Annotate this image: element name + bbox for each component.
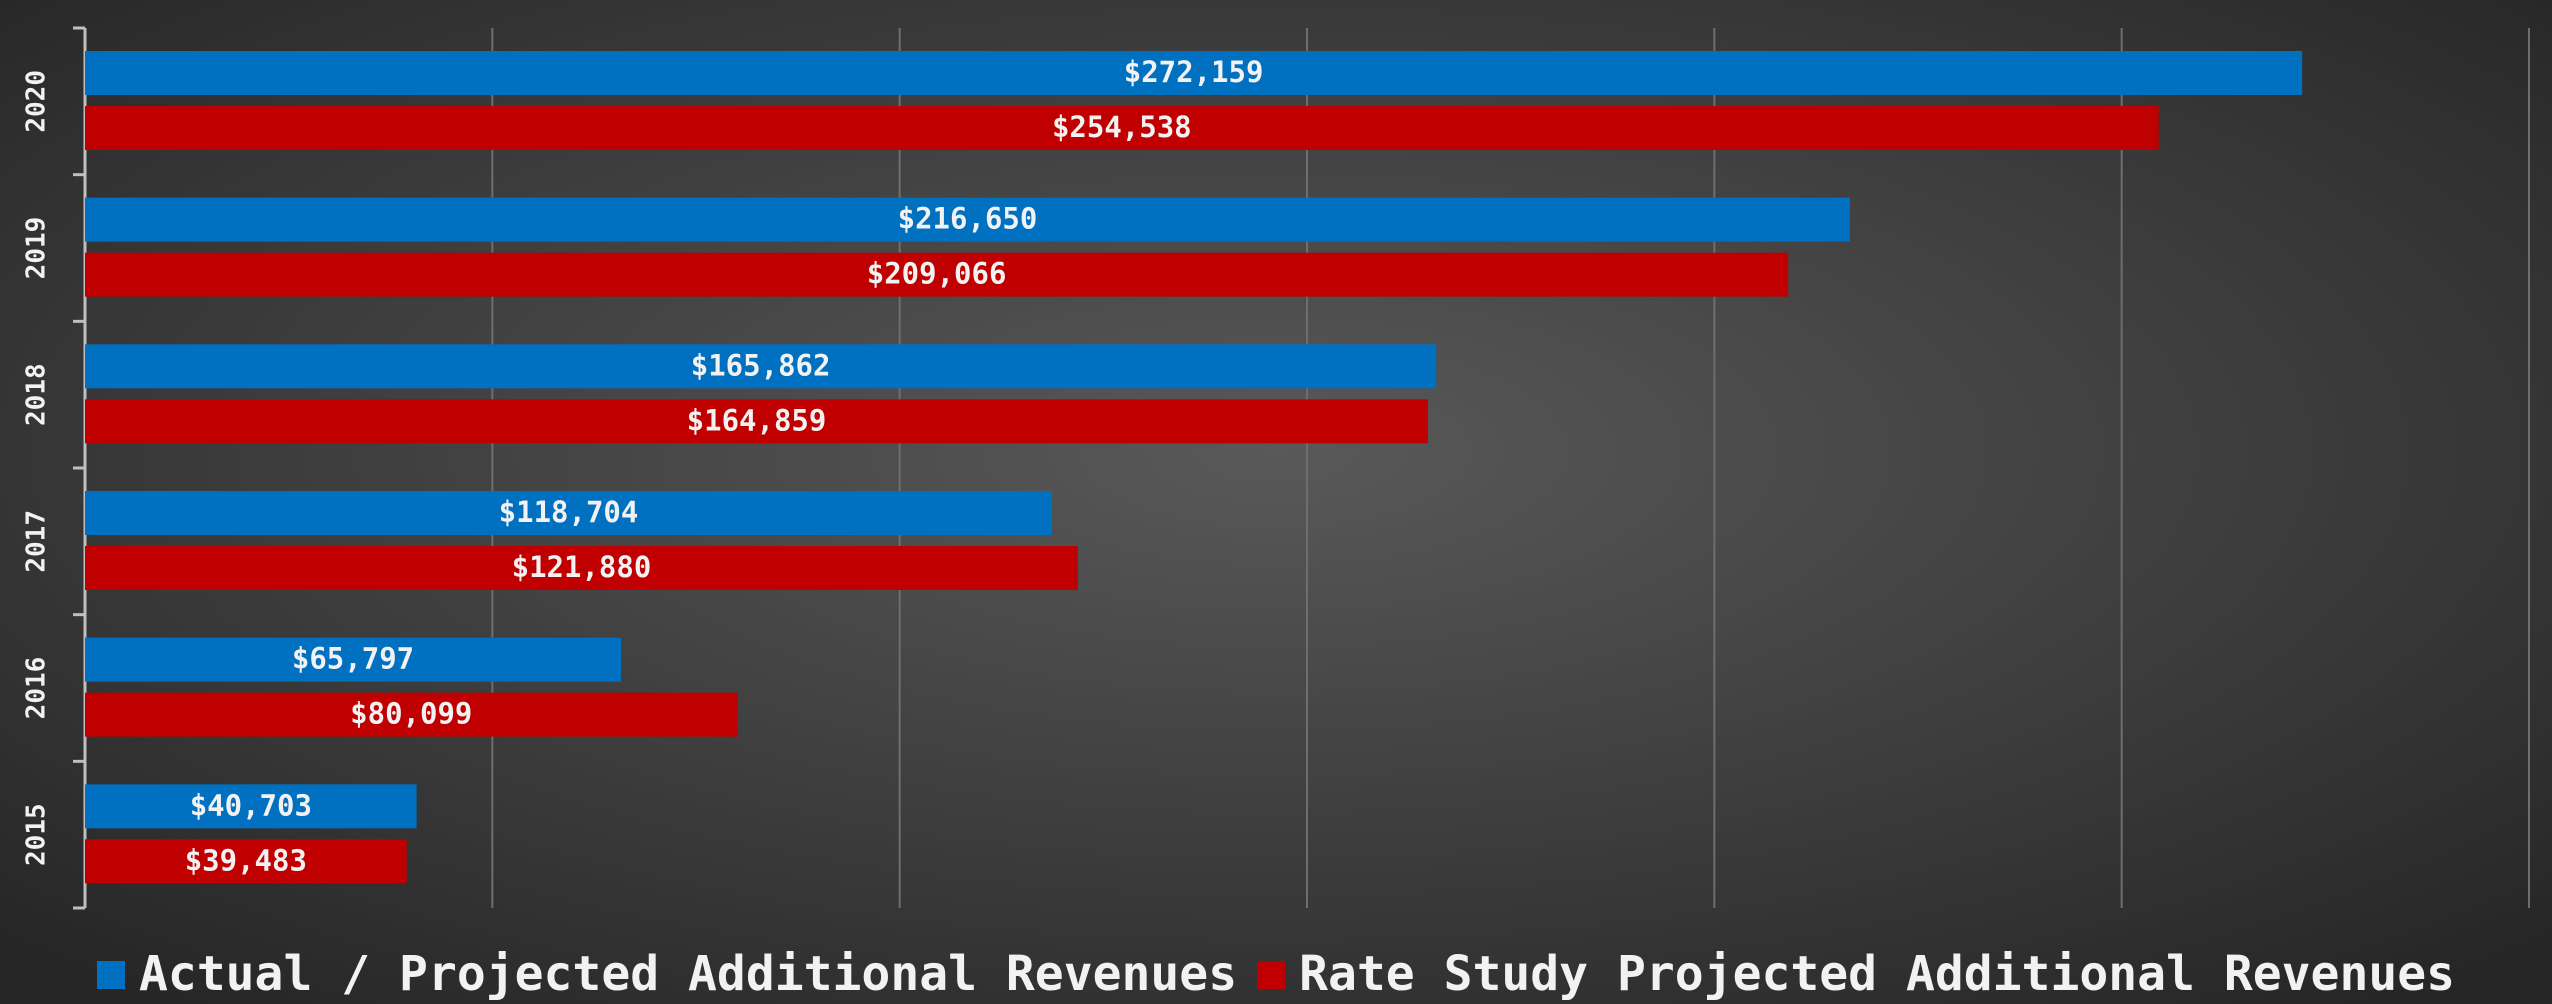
data-label: $216,650 <box>898 202 1038 236</box>
y-tick-label: 2020 <box>22 70 52 133</box>
data-label: $209,066 <box>867 257 1007 291</box>
bar <box>85 197 1850 242</box>
bar <box>85 106 2159 150</box>
legend-swatch <box>96 961 125 989</box>
data-label: $65,797 <box>292 642 414 676</box>
legend-label: Actual / Projected Additional Revenues <box>139 946 1237 1002</box>
bar <box>85 839 407 884</box>
y-tick-label: 2018 <box>22 363 52 426</box>
y-tick-label: 2019 <box>22 217 52 280</box>
data-label: $164,859 <box>687 403 827 437</box>
bar <box>85 546 1078 590</box>
data-label: $39,483 <box>185 843 307 877</box>
bar <box>85 51 2303 95</box>
data-label: $272,159 <box>1124 55 1264 89</box>
bar <box>85 491 1053 535</box>
bar <box>85 399 1429 444</box>
data-label: $121,880 <box>512 550 652 584</box>
y-tick-label: 2017 <box>22 510 52 573</box>
data-label: $165,862 <box>691 348 831 382</box>
y-tick-label: 2016 <box>22 657 52 720</box>
data-label: $40,703 <box>190 788 312 822</box>
bar <box>85 252 1789 297</box>
bar <box>85 637 622 682</box>
legend-swatch <box>1257 961 1286 989</box>
data-label: $254,538 <box>1052 110 1192 144</box>
data-label: $118,704 <box>499 495 639 529</box>
bar <box>85 784 417 829</box>
legend-label: Rate Study Projected Additional Revenues <box>1299 946 2455 1002</box>
data-label: $80,099 <box>350 697 472 731</box>
bar <box>85 344 1437 389</box>
bar <box>85 692 738 737</box>
y-tick-label: 2015 <box>22 803 52 866</box>
